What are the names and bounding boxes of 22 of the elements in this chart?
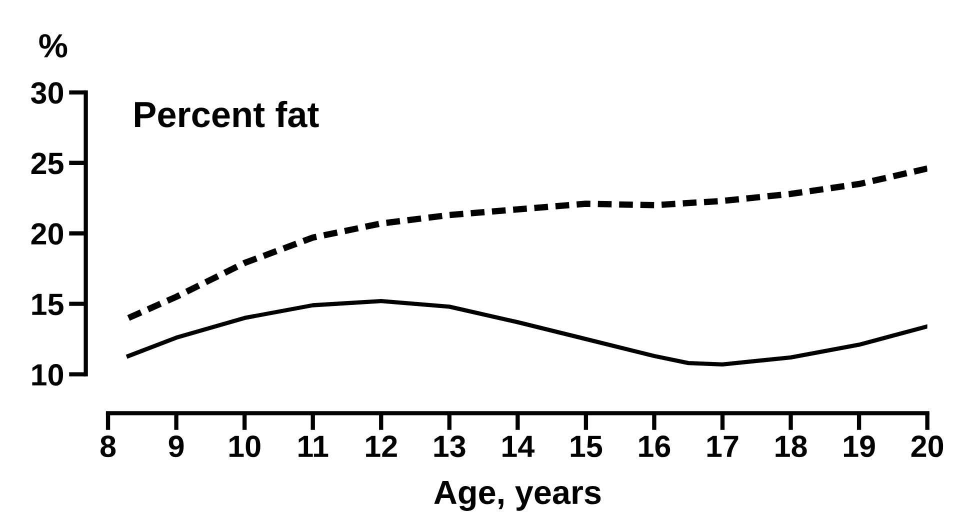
y-tick-label: 10 <box>32 364 64 386</box>
x-tick-label: 11 <box>298 436 328 457</box>
line-series <box>126 298 928 367</box>
y-axis-title: % <box>39 34 68 58</box>
x-tick-label: 14 <box>502 436 535 457</box>
x-tick-label: 19 <box>844 436 875 458</box>
y-tick-label: 20 <box>31 223 64 245</box>
chart-title: Percent fat <box>135 100 319 128</box>
y-tick-label: 15 <box>32 294 64 316</box>
y-tick-label: 25 <box>31 152 64 174</box>
x-tick-label: 12 <box>366 436 397 457</box>
y-tick-label: 30 <box>30 82 64 104</box>
x-tick-label: 13 <box>434 436 466 458</box>
x-tick-label: 17 <box>707 436 738 457</box>
x-tick-label: 16 <box>639 436 670 458</box>
x-tick-label: 15 <box>570 436 602 458</box>
x-tick-label: 10 <box>230 436 260 458</box>
x-tick-label: 18 <box>776 436 807 458</box>
x-tick-label: 9 <box>168 436 184 458</box>
x-axis-title: Age, years <box>434 480 601 511</box>
x-tick-label: 20 <box>911 436 944 458</box>
x-tick-label: 8 <box>100 436 116 458</box>
